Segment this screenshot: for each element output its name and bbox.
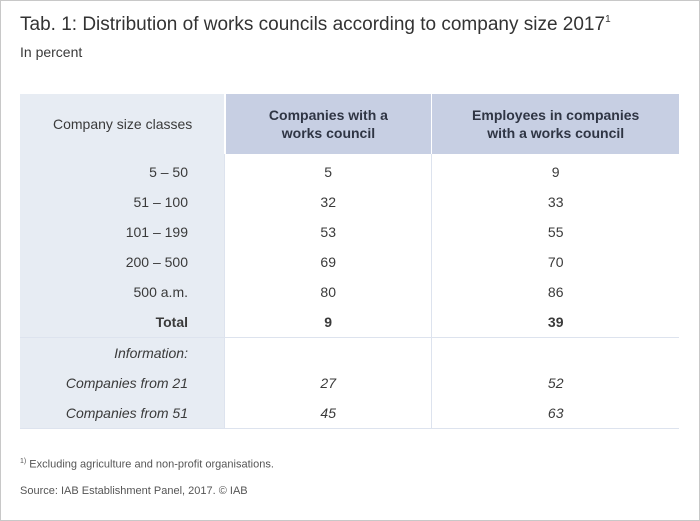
table-row: 51 – 100 32 33 <box>20 187 679 217</box>
cell-employees: 52 <box>431 368 679 398</box>
table-title: Tab. 1: Distribution of works councils a… <box>20 14 611 36</box>
info-row: Companies from 21 27 52 <box>20 368 679 398</box>
title-text: Tab. 1: Distribution of works councils a… <box>20 14 606 35</box>
footnote-mark: 1) <box>20 458 27 465</box>
table-row: 200 – 500 69 70 <box>20 247 679 277</box>
table-row: 101 – 199 53 55 <box>20 217 679 247</box>
total-row: Total 9 39 <box>20 307 679 338</box>
cell-employees: 9 <box>431 154 679 187</box>
cell-employees: 70 <box>431 247 679 277</box>
cell-companies: 32 <box>223 187 432 217</box>
cell-companies: 45 <box>223 398 432 429</box>
cell-companies: 53 <box>223 217 432 247</box>
table-subtitle: In percent <box>20 44 83 60</box>
cell-companies: 9 <box>223 307 432 338</box>
source-line: Source: IAB Establishment Panel, 2017. ©… <box>20 485 248 497</box>
info-row: Companies from 51 45 63 <box>20 398 679 429</box>
header-companies: Companies with a works council <box>223 94 432 154</box>
cell-employees: 55 <box>431 217 679 247</box>
header-employees-text: Employees in companies with a works coun… <box>472 107 640 141</box>
cell-companies: 80 <box>223 277 432 307</box>
row-label: 5 – 50 <box>20 154 225 187</box>
row-label: Companies from 21 <box>20 368 225 398</box>
cell-employees: 63 <box>431 398 679 429</box>
cell-employees: 39 <box>431 307 679 338</box>
header-size-classes: Company size classes <box>20 94 225 154</box>
cell-empty <box>223 337 432 368</box>
works-council-table: Company size classes Companies with a wo… <box>20 94 679 429</box>
table-row: 500 a.m. 80 86 <box>20 277 679 307</box>
cell-empty <box>431 337 679 368</box>
row-label: 500 a.m. <box>20 277 225 307</box>
cell-companies: 69 <box>223 247 432 277</box>
cell-companies: 5 <box>223 154 432 187</box>
cell-employees: 86 <box>431 277 679 307</box>
header-row: Company size classes Companies with a wo… <box>20 94 679 154</box>
title-footnote-mark: 1 <box>605 13 611 25</box>
cell-companies: 27 <box>223 368 432 398</box>
row-label: Total <box>20 307 225 338</box>
footnote: 1) Excluding agriculture and non-profit … <box>20 458 274 471</box>
table-row: 5 – 50 5 9 <box>20 154 679 187</box>
cell-employees: 33 <box>431 187 679 217</box>
info-label: Information: <box>20 337 225 368</box>
row-label: Companies from 51 <box>20 398 225 429</box>
header-companies-text: Companies with a works council <box>268 107 388 141</box>
footnote-text: Excluding agriculture and non-profit org… <box>29 458 274 471</box>
row-label: 51 – 100 <box>20 187 225 217</box>
row-label: 200 – 500 <box>20 247 225 277</box>
header-employees: Employees in companies with a works coun… <box>431 94 679 154</box>
info-heading-row: Information: <box>20 337 679 368</box>
row-label: 101 – 199 <box>20 217 225 247</box>
